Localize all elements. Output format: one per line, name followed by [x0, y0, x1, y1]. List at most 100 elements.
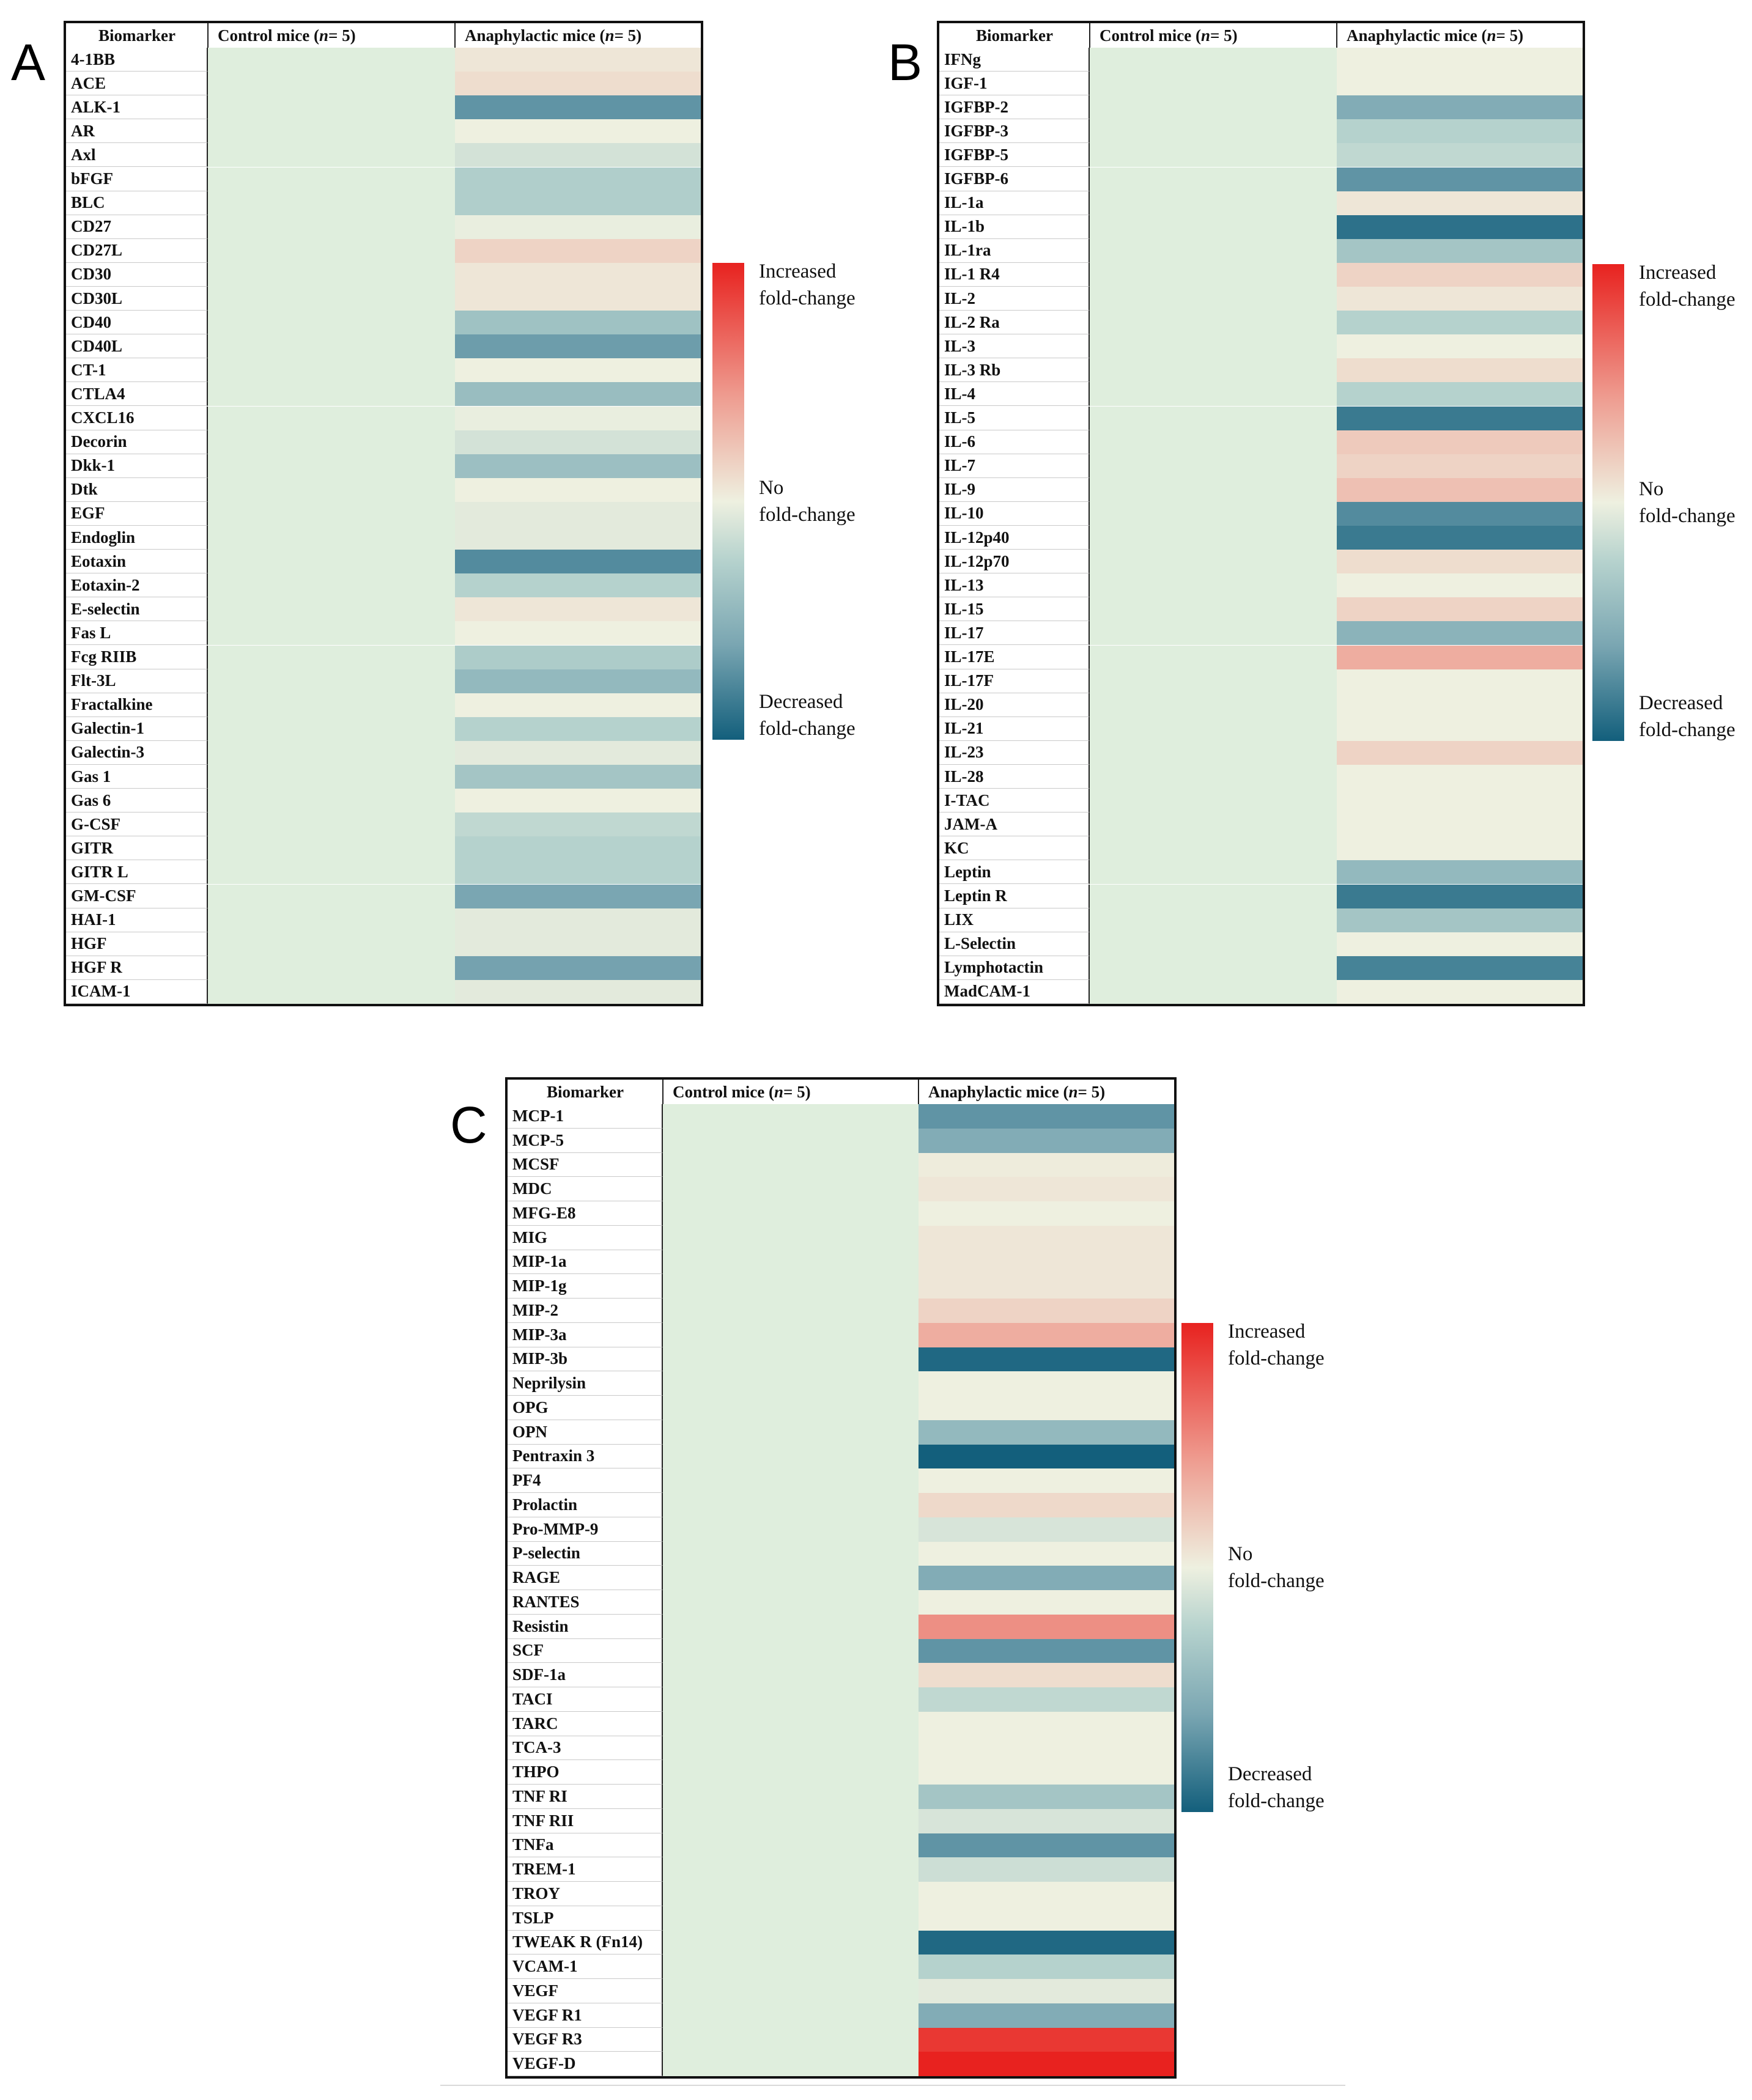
header-anaphylactic-n: n — [1487, 26, 1496, 45]
heatmap-row: IL-6 — [939, 430, 1583, 454]
anaphylactic-cell — [919, 1420, 1174, 1445]
heatmap-row: BLC — [66, 191, 701, 215]
control-cell — [208, 908, 455, 932]
control-cell — [663, 1930, 919, 1955]
control-cell — [208, 72, 455, 96]
anaphylactic-cell — [1337, 526, 1583, 550]
legend-decreased-label: Decreased fold-change — [1228, 1761, 1325, 1814]
heatmap-row: IL-12p70 — [939, 550, 1583, 574]
header-biomarker: Biomarker — [976, 26, 1053, 45]
biomarker-label: IFNg — [939, 48, 1090, 72]
heatmap-row: Flt-3L — [66, 669, 701, 693]
anaphylactic-cell — [455, 406, 701, 430]
biomarker-label: IL-2 — [939, 287, 1090, 311]
heatmap-row: IL-20 — [939, 693, 1583, 717]
anaphylactic-cell — [455, 430, 701, 454]
panel-letter: B — [888, 34, 923, 91]
biomarker-label: VCAM-1 — [508, 1954, 663, 1979]
heatmap-row: CD27L — [66, 238, 701, 263]
control-cell — [1090, 884, 1337, 908]
heatmap-row: Neprilysin — [508, 1371, 1174, 1396]
control-cell — [1090, 693, 1337, 717]
control-cell — [1090, 717, 1337, 741]
control-cell — [208, 621, 455, 646]
biomarker-label: IL-23 — [939, 740, 1090, 765]
heatmap-row: E-selectin — [66, 597, 701, 622]
heatmap-row: P-selectin — [508, 1541, 1174, 1566]
biomarker-label: TROY — [508, 1882, 663, 1906]
header-anaphylactic-text: Anaphylactic mice ( — [465, 26, 605, 45]
biomarker-label: Axl — [66, 143, 208, 168]
biomarker-label: TNF RI — [508, 1785, 663, 1809]
anaphylactic-cell — [919, 1128, 1174, 1153]
heatmap-row: IL-1b — [939, 215, 1583, 239]
anaphylactic-cell — [455, 597, 701, 622]
anaphylactic-cell — [919, 1225, 1174, 1250]
biomarker-label: Prolactin — [508, 1493, 663, 1517]
biomarker-label: IL-15 — [939, 597, 1090, 622]
control-cell — [663, 1857, 919, 1882]
anaphylactic-cell — [919, 1566, 1174, 1590]
heatmap-row: Fas L — [66, 621, 701, 646]
anaphylactic-cell — [1337, 884, 1583, 908]
anaphylactic-cell — [919, 1152, 1174, 1177]
anaphylactic-cell — [919, 1711, 1174, 1736]
biomarker-label: I-TAC — [939, 789, 1090, 813]
anaphylactic-cell — [1337, 238, 1583, 263]
anaphylactic-cell — [919, 1274, 1174, 1299]
heatmap-row: MDC — [508, 1177, 1174, 1201]
control-cell — [663, 1736, 919, 1761]
control-cell — [1090, 262, 1337, 287]
legend-decreased-label-line: Decreased — [1639, 692, 1723, 714]
legend-increased-label-line: fold-change — [759, 287, 856, 309]
heatmap-row: IL-9 — [939, 477, 1583, 502]
anaphylactic-cell — [1337, 836, 1583, 861]
header-control-count: = 5) — [328, 26, 356, 45]
biomarker-label: VEGF R3 — [508, 2027, 663, 2052]
biomarker-label: Resistin — [508, 1614, 663, 1639]
biomarker-label: Eotaxin-2 — [66, 573, 208, 598]
legend-increased-label-line: fold-change — [1228, 1347, 1325, 1369]
legend-decreased-label-line: fold-change — [1228, 1790, 1325, 1812]
biomarker-label: TARC — [508, 1711, 663, 1736]
biomarker-label: IL-2 Ra — [939, 311, 1090, 335]
anaphylactic-cell — [919, 1979, 1174, 2003]
biomarker-label: TREM-1 — [508, 1857, 663, 1882]
control-cell — [208, 836, 455, 861]
header-control-n: n — [1200, 26, 1210, 45]
anaphylactic-cell — [455, 119, 701, 144]
anaphylactic-cell — [919, 1493, 1174, 1517]
heatmap-row: TSLP — [508, 1906, 1174, 1931]
biomarker-label: IGF-1 — [939, 72, 1090, 96]
heatmap-row: MIP-2 — [508, 1299, 1174, 1323]
biomarker-label: OPN — [508, 1420, 663, 1445]
anaphylactic-cell — [455, 48, 701, 72]
control-cell — [663, 2027, 919, 2052]
heatmap-panel-c: Biomarker Control mice (n = 5) Anaphylacti… — [505, 1077, 1177, 2079]
heatmap-row: IFNg — [939, 48, 1583, 72]
biomarker-label: CT-1 — [66, 358, 208, 383]
control-cell — [208, 740, 455, 765]
biomarker-label: MIP-2 — [508, 1299, 663, 1323]
biomarker-label: Galectin-1 — [66, 717, 208, 741]
heatmap-row: VEGF R1 — [508, 2003, 1174, 2028]
biomarker-label: CXCL16 — [66, 406, 208, 430]
anaphylactic-cell — [455, 287, 701, 311]
control-cell — [1090, 979, 1337, 1004]
biomarker-label: MFG-E8 — [508, 1201, 663, 1226]
control-cell — [663, 1614, 919, 1639]
heatmap-row: IL-1a — [939, 191, 1583, 215]
header-control-count: = 5) — [1210, 26, 1238, 45]
biomarker-label: ALK-1 — [66, 95, 208, 120]
anaphylactic-cell — [1337, 932, 1583, 956]
control-cell — [663, 1299, 919, 1323]
anaphylactic-cell — [1337, 645, 1583, 669]
header-control-text: Control mice ( — [218, 26, 319, 45]
heatmap-row: Galectin-3 — [66, 740, 701, 765]
biomarker-label: IL-1ra — [939, 238, 1090, 263]
heatmap-row: Gas 1 — [66, 765, 701, 789]
legend-decreased-label-line: Decreased — [1228, 1763, 1312, 1785]
header-control: Control mice (n = 5) — [1090, 23, 1337, 48]
heatmap-row: CD40 — [66, 311, 701, 335]
anaphylactic-cell — [919, 1930, 1174, 1955]
